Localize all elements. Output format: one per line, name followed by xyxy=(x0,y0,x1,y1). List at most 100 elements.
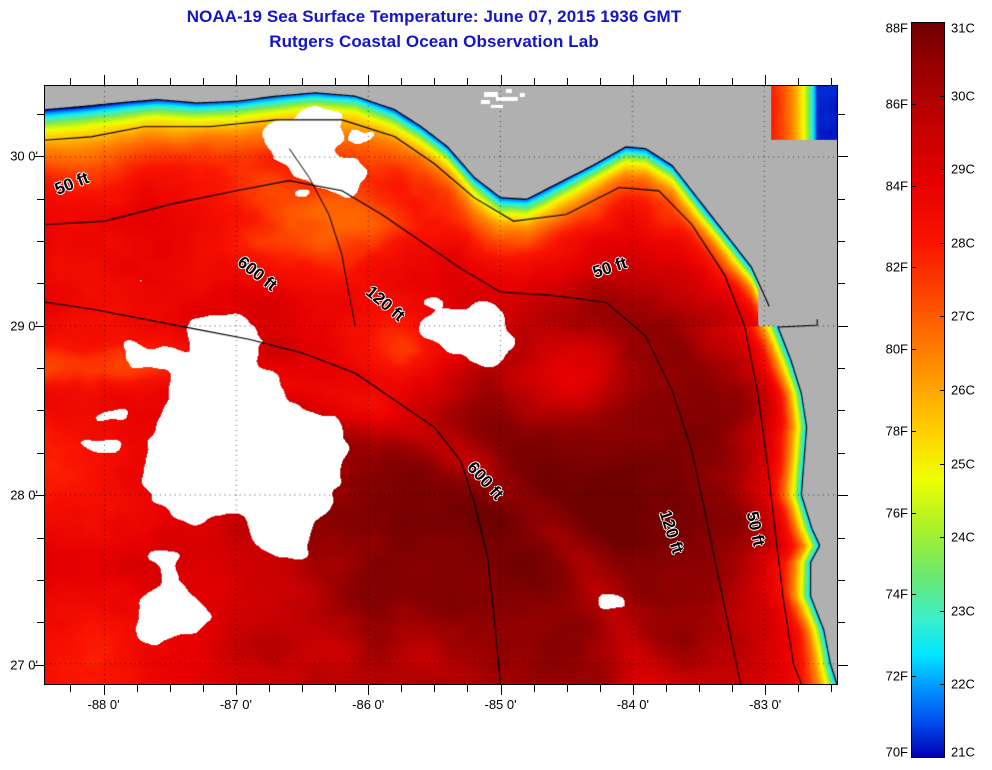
colorbar-celsius-label: 22C xyxy=(951,676,975,692)
y-tick-right xyxy=(838,113,845,115)
colorbar-tick-left xyxy=(911,430,916,432)
x-tick-top xyxy=(202,78,204,85)
x-tick-top xyxy=(533,78,535,85)
y-tick-right xyxy=(838,622,845,624)
x-tick xyxy=(699,685,701,692)
x-axis-label: -87 0' xyxy=(219,697,252,712)
x-tick xyxy=(467,685,469,692)
colorbar-tick-right xyxy=(940,610,945,612)
sst-map-plot xyxy=(44,85,838,685)
x-tick-top xyxy=(566,78,568,85)
y-tick xyxy=(34,664,44,666)
x-tick xyxy=(401,685,403,692)
x-tick-top xyxy=(401,78,403,85)
colorbar-fahrenheit-label: 76F xyxy=(885,505,908,521)
x-tick-top xyxy=(235,75,237,85)
colorbar-tick-right xyxy=(940,95,945,97)
x-tick-top xyxy=(335,78,337,85)
x-tick xyxy=(268,685,270,692)
x-tick xyxy=(235,685,237,695)
x-tick xyxy=(732,685,734,692)
colorbar-fahrenheit-label: 86F xyxy=(885,96,908,112)
colorbar-tick-left xyxy=(911,676,916,678)
x-tick xyxy=(632,685,634,695)
y-tick xyxy=(37,579,44,581)
x-axis-label: -86 0' xyxy=(352,697,385,712)
y-tick xyxy=(34,495,44,497)
y-axis-label: 29 0' xyxy=(10,318,38,334)
colorbar-celsius-label: 26C xyxy=(951,382,975,398)
x-tick xyxy=(434,685,436,692)
colorbar-fahrenheit-label: 82F xyxy=(885,259,908,275)
colorbar-fahrenheit-label: 88F xyxy=(885,20,908,36)
x-tick-top xyxy=(467,78,469,85)
x-tick-top xyxy=(103,75,105,85)
colorbar-celsius-label: 24C xyxy=(951,529,975,545)
temperature-colorbar xyxy=(911,22,945,758)
x-tick-top xyxy=(434,78,436,85)
x-tick-top xyxy=(136,78,138,85)
y-tick-right xyxy=(838,283,845,285)
colorbar-celsius-label: 30C xyxy=(951,88,975,104)
x-tick-top xyxy=(632,75,634,85)
x-tick-top xyxy=(268,78,270,85)
y-tick xyxy=(37,410,44,412)
x-tick xyxy=(202,685,204,692)
sst-heatmap-canvas xyxy=(45,86,837,684)
y-tick xyxy=(37,622,44,624)
colorbar-fahrenheit-label: 72F xyxy=(885,668,908,684)
x-tick xyxy=(70,685,72,692)
x-tick-top xyxy=(665,78,667,85)
x-tick xyxy=(665,685,667,692)
colorbar-tick-left xyxy=(911,594,916,596)
x-axis-label: -84 0' xyxy=(616,697,649,712)
colorbar-tick-left xyxy=(911,267,916,269)
colorbar-fahrenheit-label: 70F xyxy=(885,744,908,760)
y-tick-right xyxy=(838,410,845,412)
y-tick-right xyxy=(838,368,845,370)
y-tick xyxy=(37,240,44,242)
y-tick-right xyxy=(838,452,845,454)
x-axis-label: -83 0' xyxy=(749,697,782,712)
y-tick xyxy=(37,283,44,285)
x-tick xyxy=(103,685,105,695)
colorbar-celsius-label: 27C xyxy=(951,308,975,324)
x-axis-label: -85 0' xyxy=(484,697,517,712)
colorbar-celsius-label: 28C xyxy=(951,235,975,251)
x-tick-top xyxy=(831,78,833,85)
y-tick xyxy=(37,452,44,454)
title-line-1: NOAA-19 Sea Surface Temperature: June 07… xyxy=(186,7,682,26)
colorbar-celsius-label: 25C xyxy=(951,456,975,472)
x-tick xyxy=(831,685,833,692)
y-tick xyxy=(34,325,44,327)
colorbar-tick-right xyxy=(940,169,945,171)
y-axis-label: 28 0' xyxy=(10,487,38,503)
x-tick xyxy=(599,685,601,692)
x-tick-top xyxy=(70,78,72,85)
x-tick xyxy=(335,685,337,692)
colorbar-fahrenheit-label: 74F xyxy=(885,586,908,602)
y-tick-right xyxy=(838,537,845,539)
y-tick-right xyxy=(838,325,848,327)
y-tick-right xyxy=(838,579,845,581)
x-tick-top xyxy=(798,78,800,85)
x-tick xyxy=(368,685,370,695)
x-tick-top xyxy=(368,75,370,85)
colorbar-celsius-label: 23C xyxy=(951,603,975,619)
colorbar-tick-right xyxy=(940,537,945,539)
colorbar-tick-left xyxy=(911,103,916,105)
x-tick-top xyxy=(699,78,701,85)
y-tick xyxy=(37,537,44,539)
colorbar-tick-left xyxy=(911,349,916,351)
x-tick xyxy=(798,685,800,692)
x-tick xyxy=(566,685,568,692)
y-tick-right xyxy=(838,198,845,200)
x-tick xyxy=(136,685,138,692)
colorbar-fahrenheit-label: 80F xyxy=(885,341,908,357)
colorbar-tick-right xyxy=(940,242,945,244)
x-tick-top xyxy=(732,78,734,85)
title-line-2: Rutgers Coastal Ocean Observation Lab xyxy=(269,32,599,51)
x-tick-top xyxy=(599,78,601,85)
x-tick xyxy=(533,685,535,692)
colorbar-tick-right xyxy=(940,684,945,686)
